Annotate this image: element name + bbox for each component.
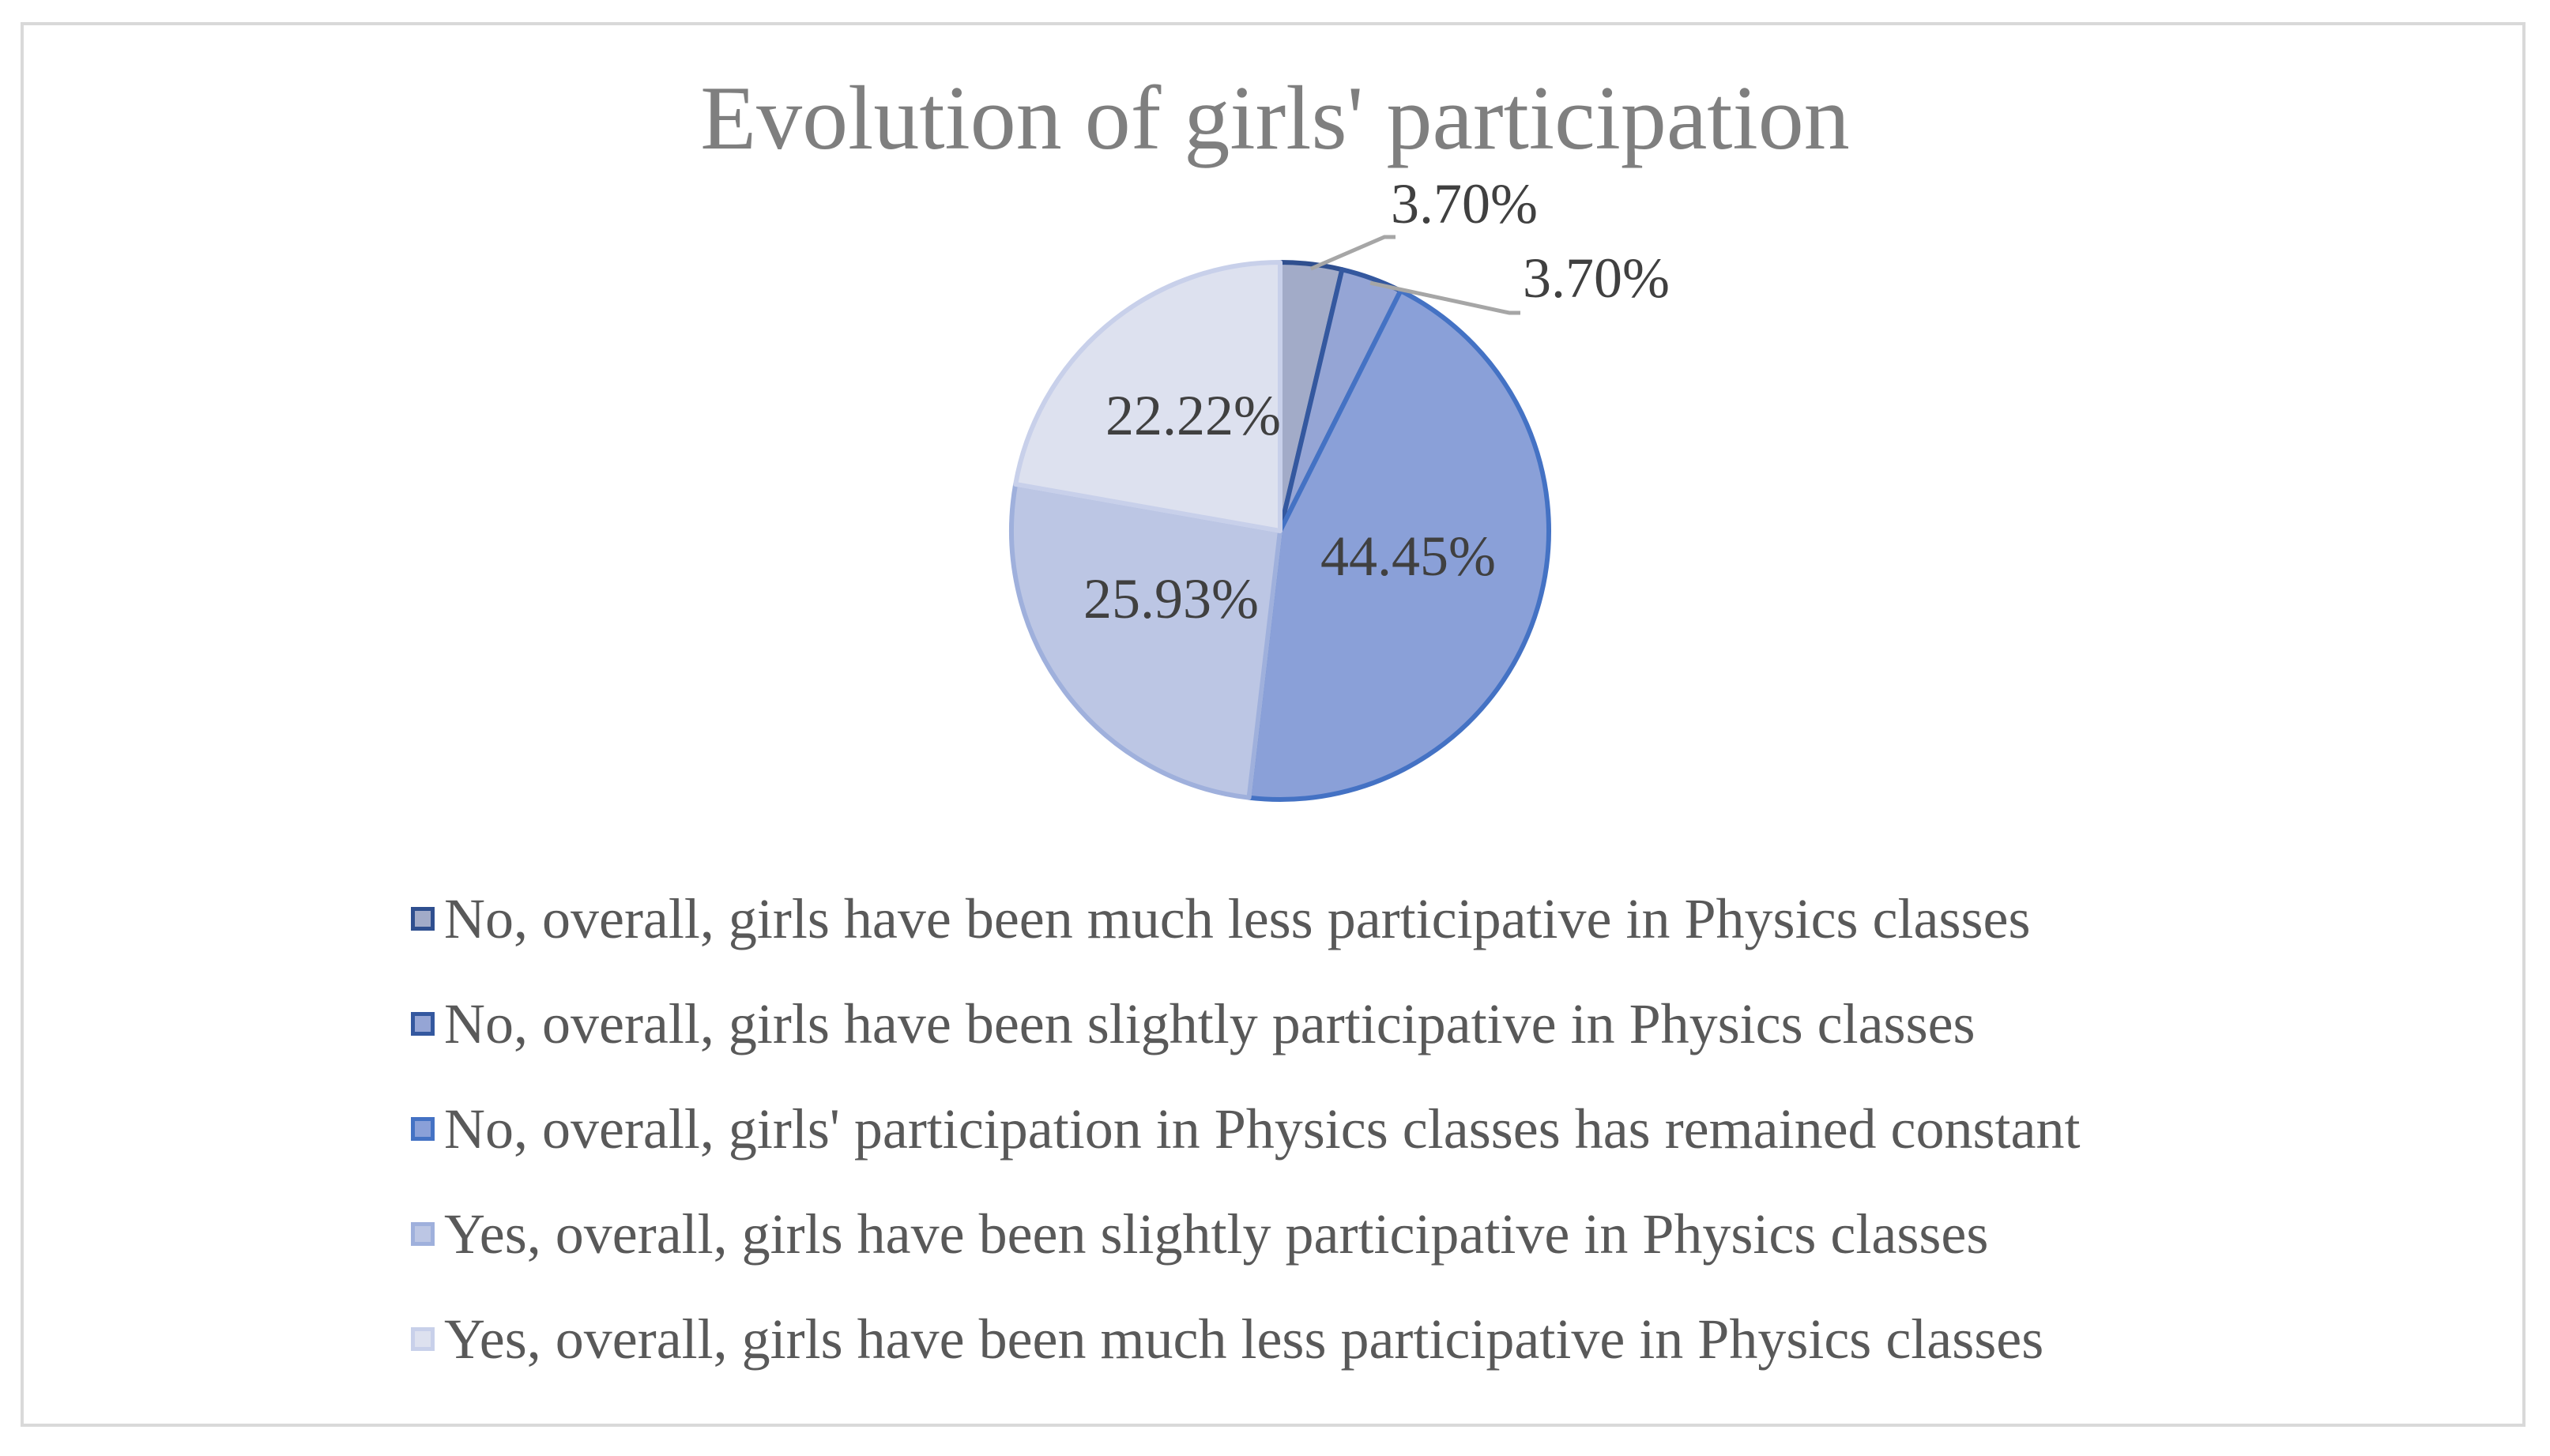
- legend-label: No, overall, girls have been slightly pa…: [444, 992, 1976, 1055]
- legend-swatch: [411, 1117, 435, 1141]
- legend-label: No, overall, girls' participation in Phy…: [444, 1097, 2081, 1161]
- legend-item-2: No, overall, girls have been slightly pa…: [411, 988, 1976, 1059]
- data-label-1: 3.70%: [1391, 172, 1538, 235]
- pie-slice-5: [1013, 260, 1283, 533]
- data-labels: 3.70% 3.70% 44.45% 25.93% 22.22%: [1083, 172, 1670, 630]
- data-label-4: 25.93%: [1083, 567, 1259, 630]
- data-label-2: 3.70%: [1523, 246, 1670, 310]
- legend-item-1: No, overall, girls have been much less p…: [411, 883, 2031, 954]
- legend-swatch: [411, 1012, 435, 1036]
- data-label-3: 44.45%: [1320, 525, 1496, 588]
- pie-slices: [1008, 260, 1551, 802]
- legend-item-4: Yes, overall, girls have been slightly p…: [411, 1198, 1988, 1270]
- legend-label: No, overall, girls have been much less p…: [444, 887, 2031, 950]
- pie-slice-3: [1246, 288, 1551, 802]
- legend-swatch: [411, 1222, 435, 1246]
- pie-slice-4: [1008, 481, 1283, 800]
- data-label-5: 22.22%: [1106, 384, 1281, 447]
- leader-lines: [1309, 235, 1520, 315]
- legend-swatch: [411, 1327, 435, 1351]
- leader-line-2: [1369, 280, 1520, 315]
- legend-swatch: [411, 907, 435, 931]
- legend-label: Yes, overall, girls have been slightly p…: [444, 1202, 1989, 1266]
- legend-item-3: No, overall, girls' participation in Phy…: [411, 1093, 2081, 1164]
- legend-item-5: Yes, overall, girls have been much less …: [411, 1304, 2043, 1375]
- chart-title: Evolution of girls' participation: [700, 68, 1850, 169]
- legend-label: Yes, overall, girls have been much less …: [444, 1307, 2044, 1371]
- leader-line-1: [1309, 235, 1396, 271]
